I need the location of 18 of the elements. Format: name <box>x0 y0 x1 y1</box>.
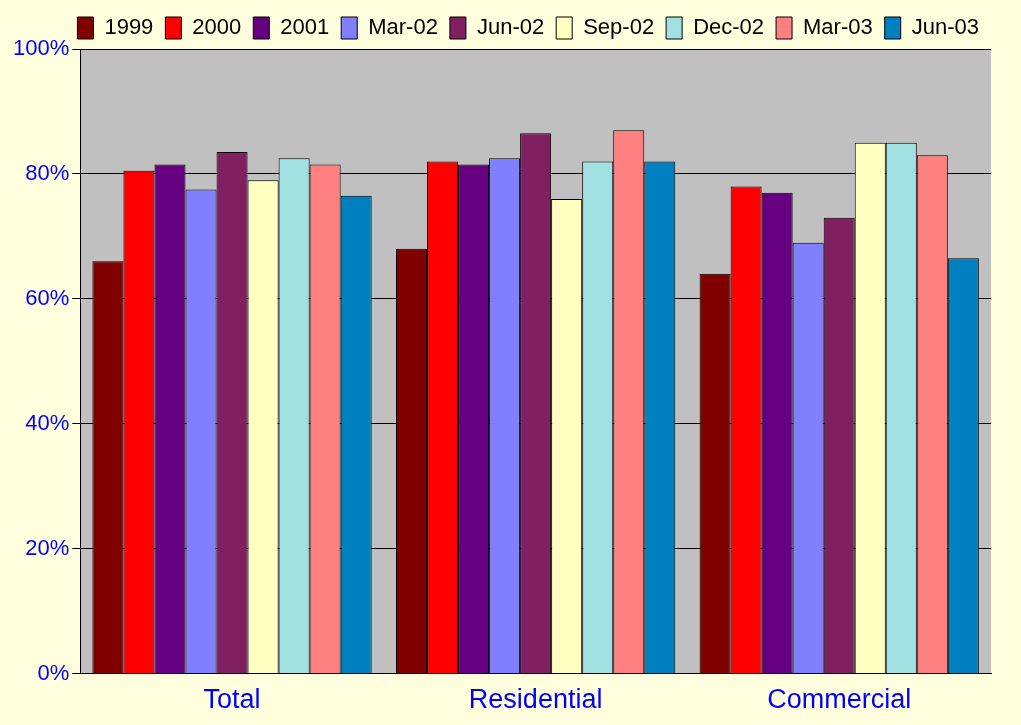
y-tick-label: 20% <box>25 534 70 560</box>
y-tick-label: 60% <box>25 284 70 310</box>
legend-label: Mar-03 <box>803 14 873 40</box>
legend-label: 2001 <box>280 14 330 40</box>
legend-label: Sep-02 <box>583 14 655 40</box>
legend-label: Mar-02 <box>368 14 438 40</box>
y-tick-label: 0% <box>37 659 70 685</box>
x-tick-label: Commercial <box>767 684 912 715</box>
y-tick-label: 80% <box>25 159 70 185</box>
legend-label: Jun-02 <box>476 14 545 40</box>
x-tick-label: Residential <box>468 684 603 715</box>
legend-label: Dec-02 <box>693 14 765 40</box>
legend-label: 1999 <box>104 14 154 40</box>
y-tick-label: 100% <box>12 35 70 61</box>
y-tick-label: 40% <box>25 409 70 435</box>
legend-label: Jun-03 <box>911 14 980 40</box>
legend-label: 2000 <box>192 14 242 40</box>
x-tick-label: Total <box>203 684 261 715</box>
